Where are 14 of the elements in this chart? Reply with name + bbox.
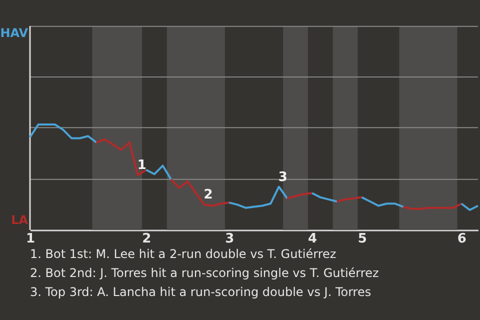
text: LA xyxy=(11,213,29,227)
annotation: 3 xyxy=(278,170,288,185)
x-tick-label: 1 xyxy=(26,232,36,246)
x-tick-label: 3 xyxy=(225,232,234,246)
x-tick-label: 6 xyxy=(457,232,466,246)
x-tick-label: 4 xyxy=(308,232,318,246)
annotation: 1 xyxy=(137,158,146,174)
text: 2. Bot 2nd: J. Torres hit a run-scoring single vs T. Gutiérrez xyxy=(30,266,379,280)
text: 1. Bot 1st: M. Lee hit a 2-run double vs T. Gutiérrez xyxy=(30,247,336,261)
x-tick-label: 5 xyxy=(358,232,367,246)
text: HAV xyxy=(0,26,29,40)
text: 3. Top 3rd: A. Lancha hit a run-scoring double vs J. Torres xyxy=(30,285,372,299)
annotation: 2 xyxy=(204,188,213,203)
x-tick-label: 2 xyxy=(142,232,152,246)
